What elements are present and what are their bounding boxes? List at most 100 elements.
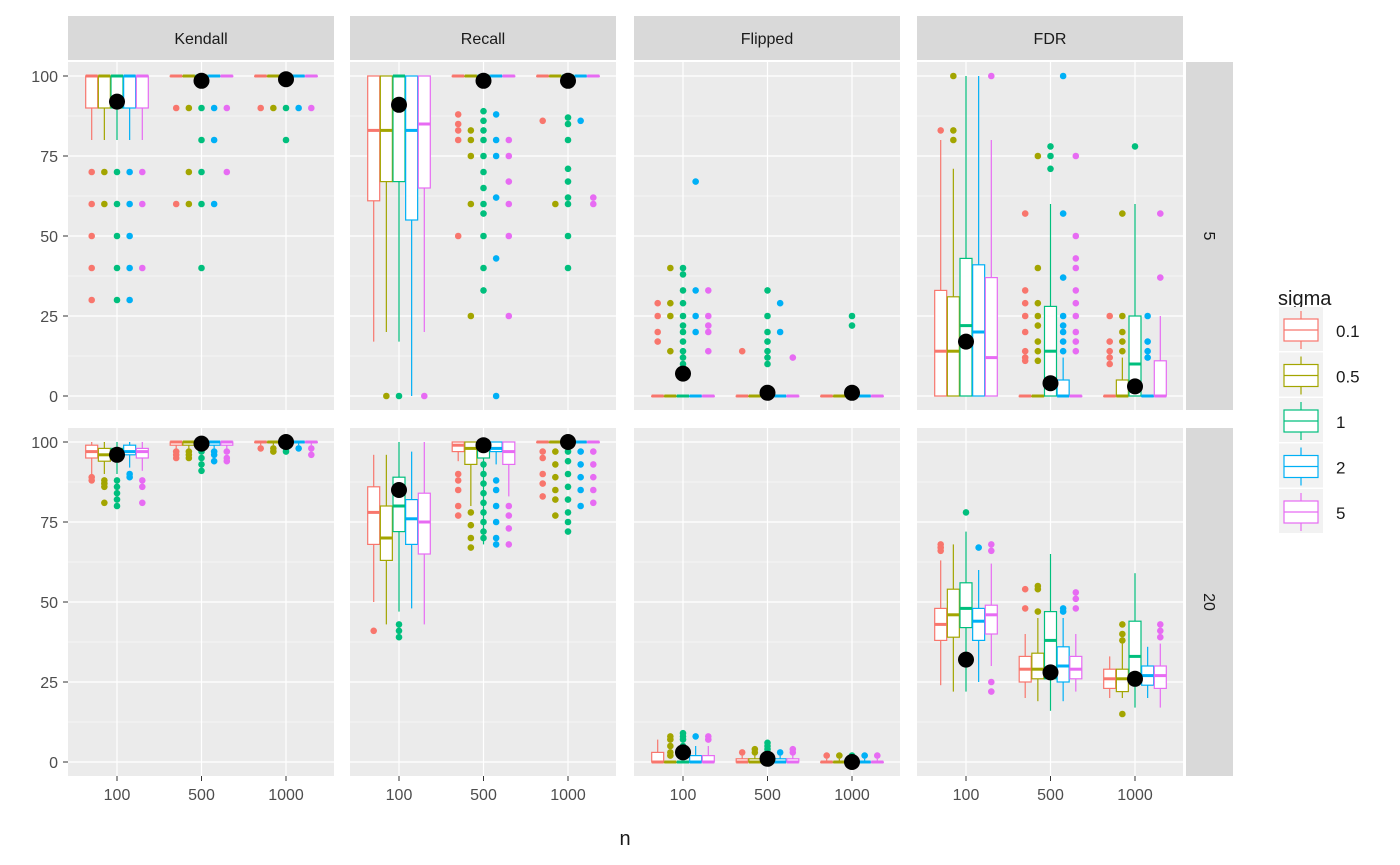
outlier-point <box>1021 585 1029 593</box>
y-tick-label: 50 <box>40 229 58 246</box>
outlier-point <box>308 104 315 112</box>
legend-label-2: 2 <box>1336 459 1345 478</box>
outlier-point <box>421 392 428 400</box>
outlier-point <box>454 127 462 134</box>
outlier-point <box>480 264 487 272</box>
outlier-point <box>113 296 121 304</box>
y-tick-label: 75 <box>40 515 58 532</box>
outlier-point <box>492 502 500 510</box>
outlier-point <box>1034 152 1042 160</box>
outlier-point <box>577 502 584 510</box>
outlier-point <box>1034 312 1042 320</box>
outlier-point <box>113 496 121 503</box>
box-sigma-5 <box>586 74 600 208</box>
outlier-point <box>848 312 856 320</box>
outlier-point <box>126 168 133 176</box>
outlier-point <box>564 448 572 455</box>
outlier-point <box>1034 608 1042 615</box>
outlier-point <box>1059 338 1067 345</box>
legend-label-0.1: 0.1 <box>1336 322 1360 341</box>
legend-title: sigma <box>1278 288 1332 310</box>
outlier-point <box>539 493 546 500</box>
outlier-point <box>1072 589 1080 596</box>
box-iqr <box>97 75 111 109</box>
outlier-point <box>467 136 475 144</box>
outlier-point <box>1072 152 1080 160</box>
outlier-point <box>467 200 475 208</box>
outlier-point <box>480 127 487 134</box>
box-sigma-0.1 <box>85 74 99 304</box>
box-sigma-0.1 <box>1103 656 1117 698</box>
outlier-point <box>480 499 487 507</box>
box-iqr <box>451 441 465 453</box>
x-tick-label: 100 <box>953 787 980 804</box>
outlier-point <box>505 200 513 208</box>
outlier-point <box>505 512 513 519</box>
box-sigma-2 <box>773 749 787 764</box>
outlier-point <box>539 117 546 125</box>
outlier-point <box>564 232 572 240</box>
box-iqr <box>123 444 137 456</box>
outlier-point <box>308 451 315 459</box>
y-tick-label: 100 <box>31 69 58 86</box>
y-tick-label: 50 <box>40 595 58 612</box>
outlier-point <box>480 480 487 487</box>
outlier-point <box>667 742 674 750</box>
outlier-point <box>1021 299 1029 307</box>
strip-top <box>917 16 1183 60</box>
outlier-point <box>139 168 146 176</box>
outlier-point <box>505 152 513 160</box>
box-iqr <box>417 75 431 189</box>
outlier-point <box>577 448 584 455</box>
outlier-point <box>564 496 572 503</box>
box-iqr <box>959 582 973 629</box>
box-sigma-0.1 <box>536 440 550 500</box>
outlier-point <box>1106 312 1113 320</box>
outlier-point <box>1144 347 1151 355</box>
mean-point <box>675 365 691 382</box>
outlier-point <box>823 752 830 759</box>
x-tick-label: 1000 <box>550 787 586 804</box>
outlier-point <box>552 496 559 503</box>
box-iqr <box>984 277 998 397</box>
outlier-point <box>988 547 995 555</box>
outlier-point <box>564 483 572 491</box>
outlier-point <box>480 509 487 516</box>
box-sigma-5 <box>502 74 516 320</box>
x-tick-label: 500 <box>754 787 781 804</box>
box-iqr <box>1069 655 1083 680</box>
outlier-point <box>950 136 957 144</box>
outlier-point <box>776 299 784 307</box>
strip-label-flipped: Flipped <box>741 31 793 48</box>
box-sigma-5 <box>417 442 431 625</box>
outlier-point <box>577 486 584 494</box>
box-sigma-0.5 <box>946 72 960 397</box>
outlier-point <box>937 127 944 134</box>
mean-point <box>193 435 210 452</box>
outlier-point <box>590 448 597 455</box>
outlier-point <box>295 445 302 452</box>
outlier-point <box>1021 605 1029 612</box>
box-sigma-5 <box>701 733 715 764</box>
outlier-point <box>679 354 687 361</box>
outlier-point <box>480 136 487 144</box>
box-iqr <box>984 604 998 635</box>
outlier-point <box>1157 274 1164 281</box>
box-iqr <box>135 447 149 459</box>
box-iqr <box>367 75 381 202</box>
box-sigma-5 <box>135 442 149 507</box>
x-tick-label: 500 <box>188 787 215 804</box>
box-sigma-2 <box>972 76 986 397</box>
outlier-point <box>1072 347 1080 355</box>
outlier-point <box>1157 633 1164 641</box>
outlier-point <box>185 168 193 176</box>
mean-point <box>475 437 492 454</box>
outlier-point <box>692 178 699 185</box>
outlier-point <box>492 111 500 118</box>
outlier-point <box>764 347 771 355</box>
outlier-point <box>113 477 121 484</box>
outlier-point <box>776 328 784 336</box>
outlier-point <box>1059 322 1067 329</box>
y-tick-label: 25 <box>40 675 58 692</box>
